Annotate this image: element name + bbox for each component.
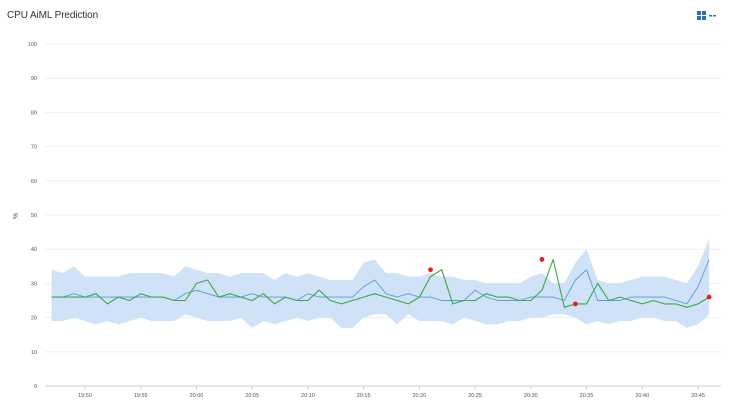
y-tick-label: 80 bbox=[31, 110, 37, 116]
x-tick-label: 20:30 bbox=[524, 393, 538, 399]
y-tick-label: 90 bbox=[31, 76, 37, 82]
anomaly-points bbox=[428, 257, 712, 307]
x-tick-label: 20:10 bbox=[301, 393, 315, 399]
panel-title: CPU AiML Prediction bbox=[7, 10, 99, 21]
x-tick-label: 20:40 bbox=[635, 393, 649, 399]
y-tick-label: 100 bbox=[28, 42, 37, 48]
x-tick-label: 19:55 bbox=[134, 393, 148, 399]
y-tick-label: 30 bbox=[31, 281, 37, 287]
x-tick-label: 20:35 bbox=[580, 393, 594, 399]
x-tick-label: 20:15 bbox=[357, 393, 371, 399]
grid-options-glyph bbox=[697, 11, 716, 20]
y-tick-label: 10 bbox=[31, 350, 37, 356]
x-tick-label: 20:45 bbox=[691, 393, 705, 399]
x-tick-label: 20:20 bbox=[412, 393, 426, 399]
actual-line bbox=[51, 258, 710, 308]
confidence-band bbox=[51, 238, 710, 328]
anomaly-point bbox=[539, 257, 545, 262]
y-tick-label: 60 bbox=[31, 179, 37, 185]
y-tick-label: 20 bbox=[31, 316, 37, 322]
x-tick-label: 20:25 bbox=[468, 393, 482, 399]
grid-options-icon[interactable] bbox=[697, 11, 723, 23]
y-axis-label: % bbox=[13, 213, 20, 219]
x-tick-label: 20:00 bbox=[190, 393, 204, 399]
axes: 0 10 20 30 40 50 60 70 80 90 100 19:50 19:55 20:00 20:… bbox=[28, 42, 721, 399]
band-area bbox=[51, 238, 710, 328]
series-lines bbox=[51, 258, 710, 308]
anomaly-point bbox=[573, 301, 578, 307]
y-tick-label: 0 bbox=[34, 384, 37, 390]
y-tick-label: 50 bbox=[31, 213, 37, 219]
x-tick-label: 20:05 bbox=[245, 393, 259, 399]
y-tick-label: 40 bbox=[31, 247, 37, 253]
anomaly-point bbox=[706, 294, 712, 300]
anomaly-point bbox=[428, 267, 433, 273]
y-tick-label: 70 bbox=[31, 145, 37, 151]
x-tick-label: 19:50 bbox=[78, 393, 92, 399]
